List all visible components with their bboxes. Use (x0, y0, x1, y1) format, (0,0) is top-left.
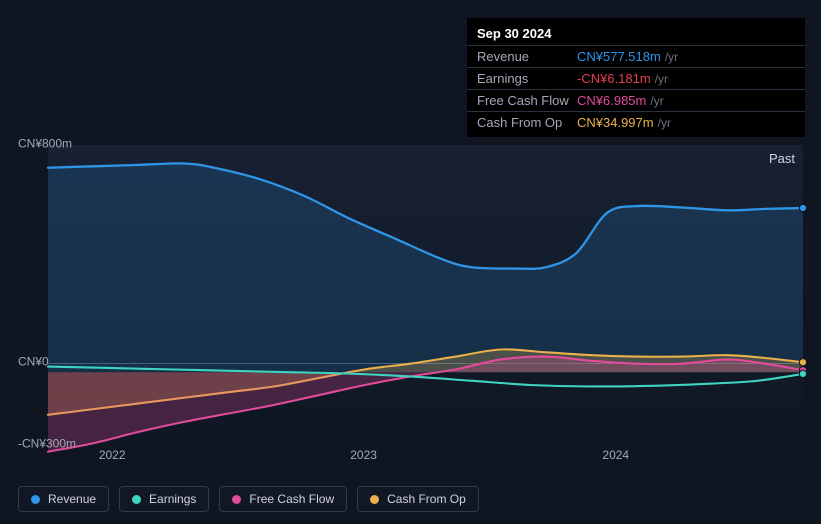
series-area-revenue (48, 163, 803, 372)
tooltip-suffix: /yr (650, 94, 663, 108)
data-tooltip: Sep 30 2024 RevenueCN¥577.518m/yrEarning… (467, 18, 805, 137)
legend-item-cash_from_op[interactable]: Cash From Op (357, 486, 479, 512)
legend-label: Free Cash Flow (249, 492, 334, 506)
tooltip-label: Earnings (477, 71, 577, 86)
tooltip-label: Cash From Op (477, 115, 577, 130)
series-end-dot-revenue (799, 204, 806, 211)
x-axis: 2022 2023 2024 (48, 448, 803, 468)
legend-label: Earnings (149, 492, 196, 506)
legend: Revenue Earnings Free Cash Flow Cash From O… (18, 486, 479, 512)
series-end-dot-earnings (799, 370, 806, 377)
tooltip-row: RevenueCN¥577.518m/yr (467, 46, 805, 68)
series-end-dot-cash_from_op (799, 359, 806, 366)
tooltip-suffix: /yr (655, 72, 668, 86)
legend-label: Revenue (48, 492, 96, 506)
tooltip-value: CN¥577.518m (577, 49, 661, 64)
chart-area: Past CN¥800mCN¥0-CN¥300m (18, 145, 803, 445)
plot-area[interactable]: Past (48, 145, 803, 445)
legend-swatch (370, 495, 379, 504)
x-axis-label: 2024 (602, 448, 629, 462)
tooltip-label: Free Cash Flow (477, 93, 577, 108)
tooltip-value: -CN¥6.181m (577, 71, 651, 86)
tooltip-value: CN¥34.997m (577, 115, 654, 130)
tooltip-row: Earnings-CN¥6.181m/yr (467, 68, 805, 90)
legend-item-earnings[interactable]: Earnings (119, 486, 209, 512)
legend-swatch (31, 495, 40, 504)
x-axis-label: 2022 (99, 448, 126, 462)
tooltip-row: Cash From OpCN¥34.997m/yr (467, 112, 805, 133)
legend-label: Cash From Op (387, 492, 466, 506)
chart-svg (48, 145, 803, 457)
x-axis-label: 2023 (350, 448, 377, 462)
tooltip-label: Revenue (477, 49, 577, 64)
tooltip-value: CN¥6.985m (577, 93, 646, 108)
tooltip-suffix: /yr (658, 116, 671, 130)
legend-swatch (132, 495, 141, 504)
legend-swatch (232, 495, 241, 504)
tooltip-date: Sep 30 2024 (467, 22, 805, 46)
legend-item-revenue[interactable]: Revenue (18, 486, 109, 512)
y-axis-label: CN¥0 (18, 355, 49, 369)
legend-item-free_cash_flow[interactable]: Free Cash Flow (219, 486, 347, 512)
y-axis-label: CN¥800m (18, 137, 72, 151)
tooltip-suffix: /yr (665, 50, 678, 64)
tooltip-row: Free Cash FlowCN¥6.985m/yr (467, 90, 805, 112)
